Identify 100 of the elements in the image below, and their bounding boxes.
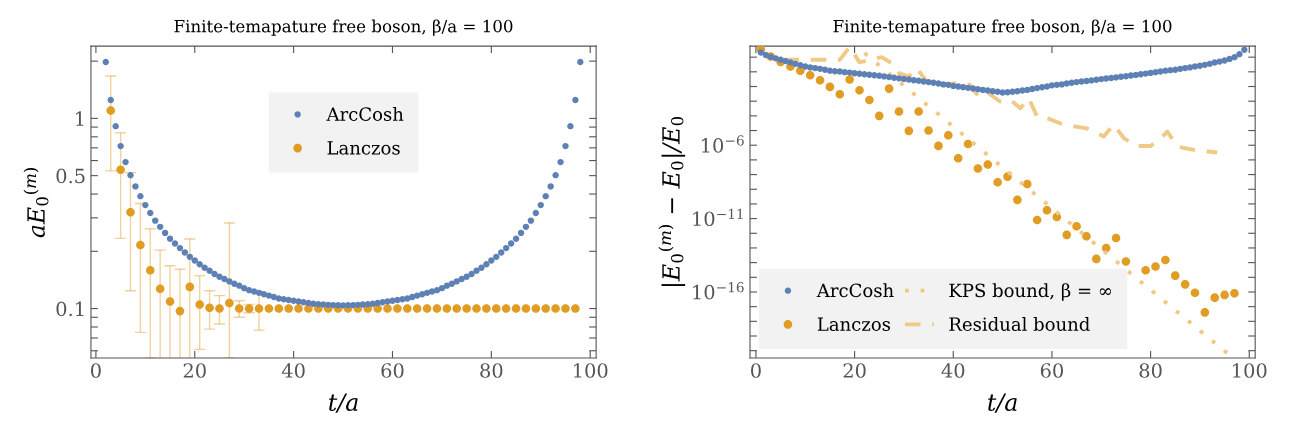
point xyxy=(274,304,284,313)
point xyxy=(165,297,175,306)
x-tick-label: 40 xyxy=(941,363,965,378)
point xyxy=(571,304,580,313)
y-axis-title: |E$_{0}$$^{(m)}$ − E$_{0}$|/E$_{0}$ xyxy=(658,116,686,286)
point xyxy=(106,106,116,115)
point xyxy=(825,82,835,92)
point xyxy=(815,75,825,85)
point xyxy=(116,165,125,175)
y-tick-label: 10$^{−11}$ xyxy=(693,208,743,227)
point xyxy=(973,164,983,173)
point xyxy=(472,304,481,313)
x-tick-label: 20 xyxy=(843,363,866,378)
point xyxy=(412,304,422,313)
point xyxy=(1082,231,1091,241)
x-tick-label: 40 xyxy=(281,363,305,378)
point xyxy=(924,126,933,135)
point xyxy=(1062,230,1072,240)
point xyxy=(175,306,185,316)
x-tick-label: 80 xyxy=(480,363,503,378)
point xyxy=(855,85,864,95)
point xyxy=(482,304,491,313)
point xyxy=(1151,262,1160,271)
y-tick-label: 1 xyxy=(76,111,84,126)
point xyxy=(845,75,854,84)
x-tick-label: 60 xyxy=(1040,363,1064,378)
point xyxy=(1042,205,1052,215)
point xyxy=(1022,179,1032,189)
point xyxy=(1170,271,1180,280)
point xyxy=(1013,195,1022,205)
point xyxy=(835,89,845,99)
point xyxy=(944,130,953,140)
point xyxy=(1121,257,1131,266)
point xyxy=(904,126,914,136)
point xyxy=(521,304,531,313)
point xyxy=(234,304,244,313)
point xyxy=(452,304,462,313)
point xyxy=(205,303,214,313)
legend-label: ArcCosh xyxy=(816,283,894,298)
y-tick-label: 10$^{−6}$ xyxy=(702,135,744,153)
point xyxy=(264,304,274,313)
point xyxy=(1032,215,1042,225)
x-tick-label: 0 xyxy=(91,363,101,378)
y-tick-label: 10$^{−16}$ xyxy=(693,282,744,300)
point xyxy=(462,304,471,313)
point xyxy=(491,304,501,313)
point xyxy=(884,84,894,93)
point xyxy=(215,304,224,313)
point xyxy=(136,240,145,250)
point xyxy=(551,304,560,313)
y-axis-title: aE$_{0}$$^{(m)}$ xyxy=(23,168,49,238)
point xyxy=(145,265,155,275)
point xyxy=(225,298,234,308)
point xyxy=(254,304,264,313)
point xyxy=(983,160,993,169)
point xyxy=(934,141,943,151)
point xyxy=(865,95,874,105)
point xyxy=(185,282,195,292)
point xyxy=(1200,308,1210,317)
point xyxy=(531,304,541,313)
legend-label: Lanczos xyxy=(817,317,891,331)
point xyxy=(561,304,570,313)
point xyxy=(805,70,815,80)
point xyxy=(442,304,452,313)
point xyxy=(1092,254,1101,264)
point xyxy=(541,304,551,313)
point xyxy=(511,304,521,313)
x-tick-label: 80 xyxy=(1139,363,1162,378)
point xyxy=(1180,280,1190,289)
chart-title: Finite-temapature free boson, β/a = 100 xyxy=(174,19,513,36)
x-axis-title: t/a xyxy=(988,393,1017,413)
point xyxy=(894,107,904,116)
point xyxy=(914,107,924,116)
x-tick-label: 60 xyxy=(381,363,404,378)
point xyxy=(953,153,963,163)
point xyxy=(1161,255,1170,265)
point xyxy=(155,284,165,294)
chart-title: Finite-temapature free boson, β/a = 100 xyxy=(833,19,1172,36)
x-axis-title: t/a xyxy=(329,393,358,413)
point xyxy=(1072,221,1081,231)
point xyxy=(1141,265,1150,275)
point xyxy=(195,300,205,309)
point xyxy=(403,304,412,313)
y-tick-label: 0.5 xyxy=(56,168,85,184)
point xyxy=(422,304,432,313)
point xyxy=(1210,293,1220,302)
legend-label: Residual bound xyxy=(949,317,1090,331)
x-tick-label: 0 xyxy=(751,363,761,378)
point xyxy=(284,304,293,313)
x-tick-label: 100 xyxy=(1233,363,1267,378)
point xyxy=(993,177,1002,187)
point xyxy=(294,304,303,313)
point xyxy=(126,207,135,217)
point xyxy=(1230,289,1239,298)
legend-label: Lanczos xyxy=(327,141,400,155)
legend-label: ArcCosh xyxy=(326,106,404,121)
y-tick-label: 0.1 xyxy=(56,301,84,317)
point xyxy=(432,304,442,313)
point xyxy=(501,304,511,313)
point xyxy=(383,304,392,313)
